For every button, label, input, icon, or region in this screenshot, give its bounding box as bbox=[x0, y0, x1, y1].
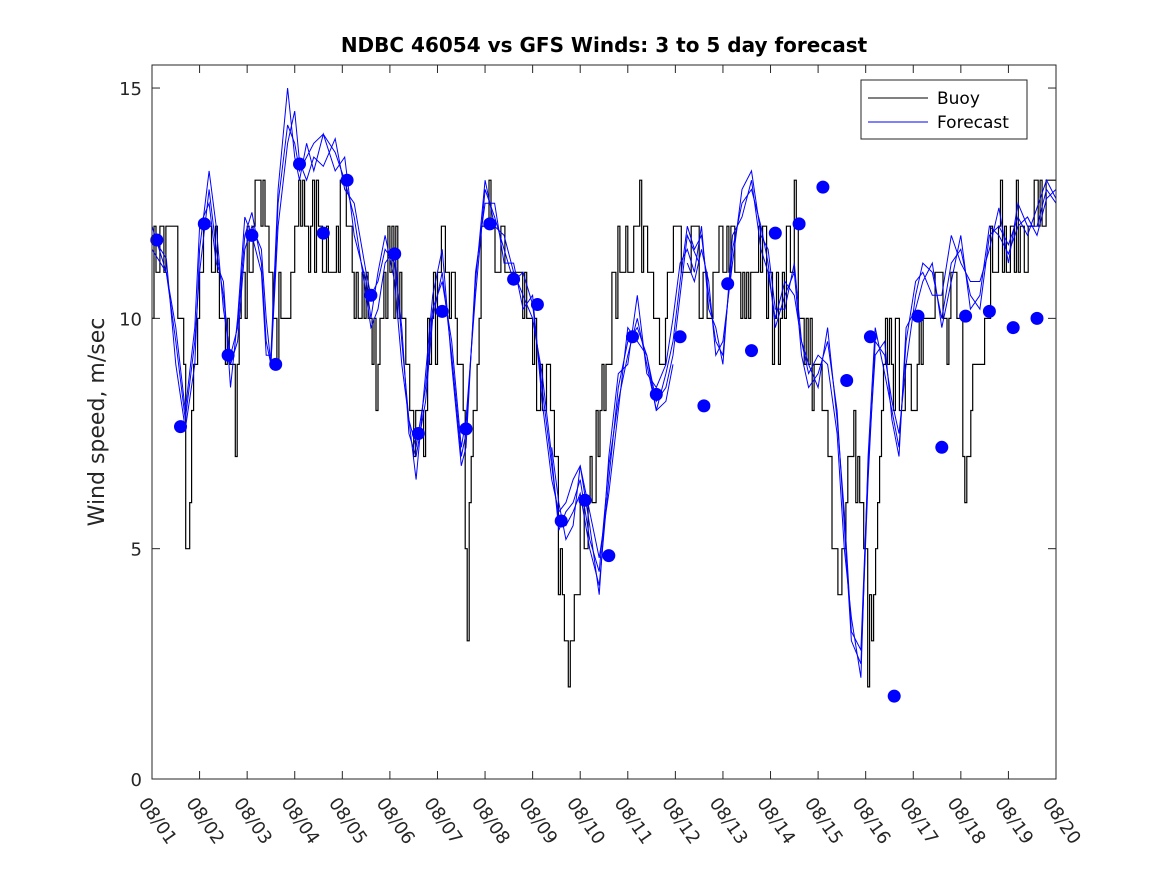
forecast-marker bbox=[745, 344, 758, 358]
forecast-marker bbox=[483, 217, 497, 231]
axes-box bbox=[151, 64, 1057, 780]
forecast-marker bbox=[150, 233, 164, 247]
forecast-marker bbox=[721, 277, 735, 291]
forecast-marker bbox=[293, 157, 306, 171]
forecast-marker bbox=[364, 288, 378, 302]
y-axis-ticks: 0 5 10 15 bbox=[119, 79, 1056, 791]
forecast-marker bbox=[626, 330, 639, 344]
forecast-marker bbox=[435, 304, 449, 318]
forecast-marker bbox=[197, 217, 211, 231]
forecast-marker bbox=[887, 689, 901, 703]
forecast-marker bbox=[388, 247, 402, 261]
forecast-marker bbox=[649, 387, 663, 401]
forecast-marker bbox=[911, 309, 925, 323]
forecast-marker bbox=[530, 298, 544, 311]
y-tick-label: 10 bbox=[119, 309, 142, 330]
forecast-marker bbox=[245, 228, 259, 242]
y-axis-label: Wind speed, m/sec bbox=[85, 318, 110, 527]
forecast-marker bbox=[768, 226, 782, 240]
forecast-marker-group bbox=[150, 157, 1044, 703]
plot-area bbox=[152, 65, 1056, 779]
y-tick-label: 5 bbox=[131, 540, 142, 561]
chart-title: NDBC 46054 vs GFS Winds: 3 to 5 day fore… bbox=[341, 33, 868, 57]
forecast-marker bbox=[935, 440, 949, 454]
forecast-marker bbox=[697, 399, 711, 413]
buoy-line bbox=[152, 179, 1056, 688]
forecast-marker bbox=[959, 309, 973, 323]
forecast-marker bbox=[340, 173, 354, 187]
forecast-line-2 bbox=[151, 110, 1057, 664]
forecast-marker bbox=[316, 226, 330, 240]
forecast-marker bbox=[1006, 321, 1020, 335]
forecast-marker bbox=[982, 304, 996, 318]
legend-forecast-label: Forecast bbox=[937, 113, 1009, 133]
legend: Buoy Forecast bbox=[860, 79, 1028, 140]
forecast-marker bbox=[174, 420, 187, 434]
forecast-marker bbox=[578, 493, 592, 507]
forecast-marker bbox=[507, 272, 521, 286]
forecast-marker bbox=[554, 514, 568, 528]
forecast-marker bbox=[816, 180, 830, 194]
forecast-line-4 bbox=[686, 169, 1057, 652]
legend-box bbox=[860, 79, 1028, 140]
forecast-marker bbox=[840, 374, 854, 387]
y-tick-label: 15 bbox=[119, 79, 142, 100]
y-tick-label: 0 bbox=[131, 770, 142, 791]
forecast-marker bbox=[269, 357, 283, 371]
buoy-series bbox=[152, 179, 1056, 688]
forecast-marker bbox=[863, 330, 877, 344]
forecast-marker bbox=[673, 330, 687, 344]
forecast-marker bbox=[459, 422, 473, 436]
forecast-line-3 bbox=[151, 87, 1057, 678]
forecast-marker bbox=[792, 217, 806, 231]
forecast-marker bbox=[1030, 311, 1044, 325]
forecast-marker bbox=[221, 348, 235, 362]
forecast-marker bbox=[602, 549, 616, 563]
forecast-marker bbox=[411, 427, 425, 440]
legend-buoy-label: Buoy bbox=[937, 89, 980, 109]
